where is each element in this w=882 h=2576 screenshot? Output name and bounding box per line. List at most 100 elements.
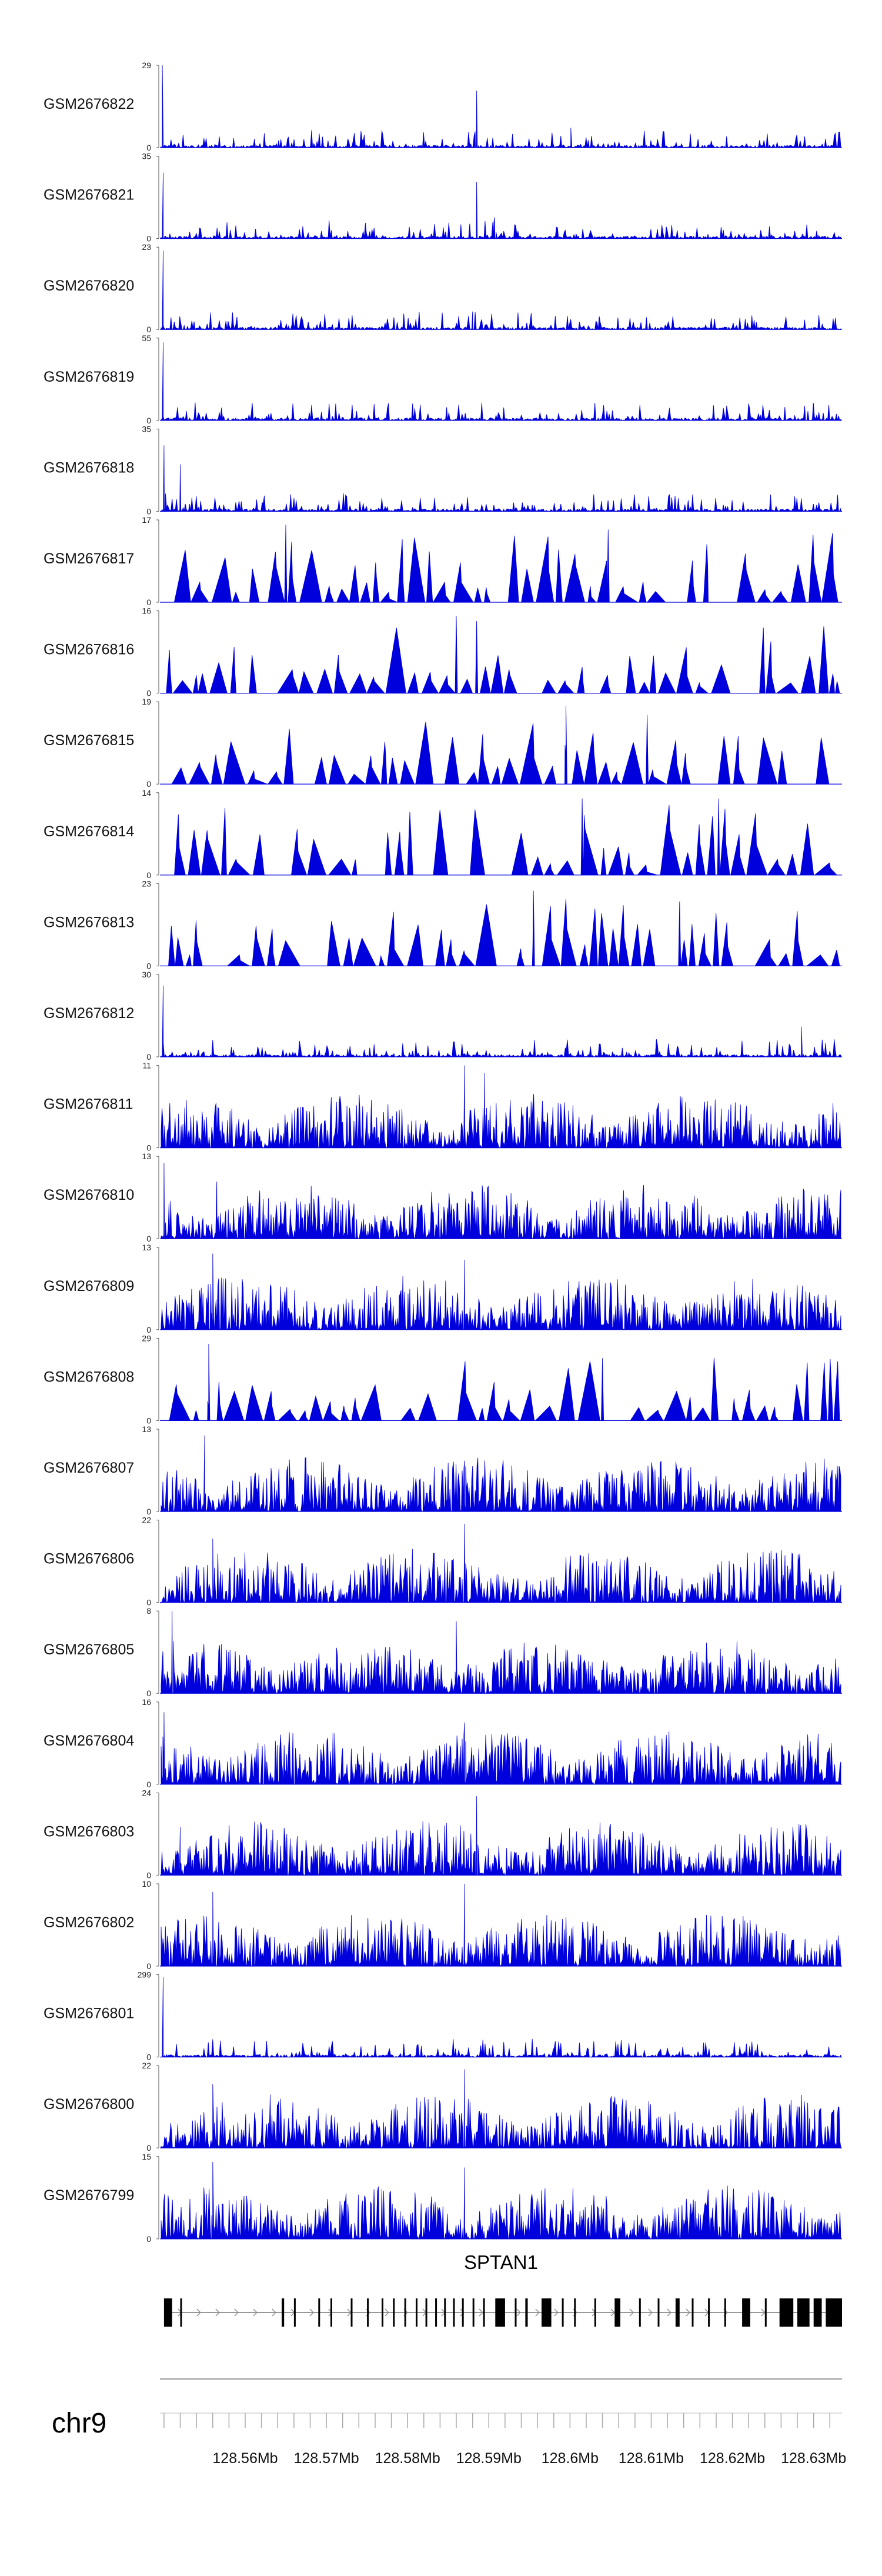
y-axis-zero-label: 0 bbox=[146, 1416, 151, 1425]
x-tick-label: 128.56Mb bbox=[212, 2450, 278, 2467]
coverage-area bbox=[161, 1344, 841, 1421]
axis-ticks: 128.56Mb 128.57Mb 128.58Mb 128.59Mb 128.6Mb 1… bbox=[160, 2378, 846, 2467]
track-label: GSM2676799 bbox=[44, 2187, 134, 2204]
coverage-track: GSM2676807 13 0 bbox=[44, 1424, 842, 1516]
exon-block bbox=[675, 2298, 680, 2327]
strand-arrow bbox=[215, 2308, 220, 2317]
exon-block bbox=[495, 2298, 505, 2327]
exon-block bbox=[483, 2298, 485, 2327]
coverage-track: GSM2676819 55 0 bbox=[44, 333, 842, 425]
y-axis-max-label: 29 bbox=[142, 1333, 151, 1343]
strand-arrow bbox=[460, 2308, 465, 2317]
x-tick-label: 128.59Mb bbox=[456, 2450, 522, 2467]
coverage-area bbox=[161, 1065, 841, 1149]
coverage-track: GSM2676801 299 0 bbox=[44, 1970, 842, 2062]
coverage-track: GSM2676813 23 0 bbox=[44, 879, 842, 970]
exon-block bbox=[639, 2298, 641, 2327]
exon-block bbox=[691, 2298, 694, 2327]
track-label: GSM2676802 bbox=[44, 1914, 134, 1931]
x-tick-label: 128.63Mb bbox=[781, 2450, 846, 2467]
y-axis-zero-label: 0 bbox=[146, 506, 151, 516]
y-axis-max-label: 14 bbox=[142, 788, 151, 798]
y-axis-zero-label: 0 bbox=[146, 1325, 151, 1334]
strand-arrow bbox=[686, 2308, 690, 2317]
coverage-area bbox=[161, 1611, 841, 1694]
strand-arrow bbox=[479, 2308, 483, 2317]
exon-block bbox=[797, 2298, 810, 2327]
coverage-area bbox=[161, 1435, 841, 1513]
exon-block bbox=[562, 2298, 564, 2327]
y-axis-max-label: 55 bbox=[142, 333, 151, 343]
track-label: GSM2676810 bbox=[44, 1187, 134, 1203]
exon-block bbox=[614, 2298, 620, 2327]
y-axis-max-label: 30 bbox=[142, 970, 151, 979]
exon-block bbox=[813, 2298, 822, 2327]
y-axis-zero-label: 0 bbox=[146, 598, 151, 607]
exon-block bbox=[708, 2298, 710, 2327]
y-axis-max-label: 35 bbox=[142, 152, 151, 161]
track-label: GSM2676813 bbox=[44, 914, 134, 930]
track-label: GSM2676806 bbox=[44, 1551, 134, 1567]
strand-arrow bbox=[610, 2308, 615, 2317]
y-axis-max-label: 19 bbox=[142, 697, 151, 706]
coverage-track: GSM2676799 15 0 bbox=[44, 2152, 842, 2244]
exon-block bbox=[574, 2298, 576, 2327]
y-axis-zero-label: 0 bbox=[146, 143, 151, 152]
coverage-area bbox=[161, 1162, 841, 1240]
exon-block bbox=[293, 2298, 296, 2327]
track-label: GSM2676814 bbox=[44, 823, 134, 840]
y-axis-max-label: 22 bbox=[142, 2061, 151, 2070]
exon-block bbox=[462, 2298, 464, 2327]
exon-block bbox=[163, 2298, 172, 2327]
strand-arrow bbox=[234, 2308, 239, 2317]
coverage-area bbox=[161, 342, 841, 422]
y-axis-max-label: 13 bbox=[142, 1152, 151, 1161]
y-axis-max-label: 15 bbox=[142, 2152, 151, 2161]
track-label: GSM2676815 bbox=[44, 732, 134, 749]
y-axis-zero-label: 0 bbox=[146, 689, 151, 698]
x-tick-label: 128.57Mb bbox=[293, 2450, 359, 2467]
genome-axis: chr9 128.56Mb 128.57Mb 128.58Mb 128.59Mb 128… bbox=[52, 2378, 846, 2467]
coverage-track: GSM2676812 30 0 bbox=[44, 970, 842, 1062]
y-axis-zero-label: 0 bbox=[146, 2234, 151, 2244]
coverage-track: GSM2676803 24 0 bbox=[44, 1788, 842, 1880]
exon-block bbox=[318, 2298, 320, 2327]
track-label: GSM2676811 bbox=[44, 1096, 133, 1113]
coverage-track: GSM2676808 29 0 bbox=[44, 1333, 842, 1425]
exon-block bbox=[764, 2298, 767, 2327]
exon-block bbox=[404, 2298, 406, 2327]
exon-block bbox=[444, 2298, 446, 2327]
coverage-area bbox=[161, 890, 841, 966]
track-label: GSM2676808 bbox=[44, 1369, 134, 1385]
exon-block bbox=[282, 2298, 285, 2327]
track-label: GSM2676821 bbox=[44, 187, 134, 203]
coverage-area bbox=[161, 2069, 841, 2149]
y-axis-max-label: 13 bbox=[142, 1424, 151, 1434]
track-label: GSM2676800 bbox=[44, 2096, 134, 2113]
track-label: GSM2676812 bbox=[44, 1005, 134, 1022]
strand-arrow bbox=[196, 2308, 201, 2317]
y-axis-zero-label: 0 bbox=[146, 1598, 151, 1607]
strand-arrow bbox=[629, 2308, 634, 2317]
track-label: GSM2676819 bbox=[44, 369, 134, 385]
strand-arrow bbox=[516, 2308, 521, 2317]
y-axis-zero-label: 0 bbox=[146, 870, 151, 880]
y-axis-zero-label: 0 bbox=[146, 1870, 151, 1880]
y-axis-max-label: 22 bbox=[142, 1516, 151, 1525]
exon-block bbox=[525, 2298, 528, 2327]
exon-block bbox=[453, 2298, 455, 2327]
exon-block bbox=[742, 2298, 750, 2327]
track-label: GSM2676803 bbox=[44, 1823, 134, 1840]
coverage-area bbox=[161, 445, 841, 512]
coverage-area bbox=[161, 251, 841, 331]
exon-block bbox=[594, 2298, 596, 2327]
y-axis-max-label: 17 bbox=[142, 515, 151, 525]
gene-model bbox=[163, 2298, 842, 2327]
strand-arrow bbox=[648, 2308, 653, 2317]
coverage-area bbox=[161, 1977, 841, 2058]
exon-block bbox=[367, 2298, 369, 2327]
coverage-area bbox=[160, 1523, 841, 1603]
gene-name-label: SPTAN1 bbox=[464, 2251, 538, 2273]
track-label: GSM2676805 bbox=[44, 1641, 134, 1658]
exon-block bbox=[180, 2298, 182, 2327]
